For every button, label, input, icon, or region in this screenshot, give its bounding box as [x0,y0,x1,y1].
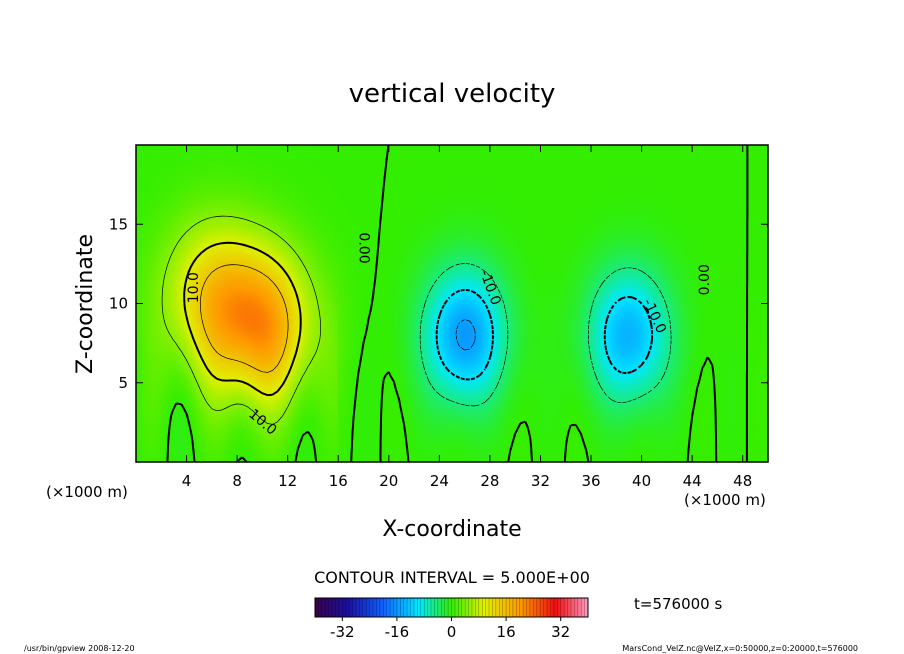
plot-area: 10.010.00.00-10.0-10.00.00 [135,144,769,463]
x-tick-label: 32 [531,472,550,490]
footer-right: MarsCond_VelZ.nc@VelZ,x=0:50000,z=0:2000… [622,644,858,653]
y-tick-label: 5 [118,374,128,392]
x-tick-label: 48 [733,472,752,490]
contour-line [455,319,476,351]
y-axis-label: Z-coordinate [73,234,98,374]
contour-line [161,215,321,425]
x-tick-label: 24 [430,472,449,490]
x-tick-label: 28 [480,472,499,490]
contour-line [199,264,289,373]
colorbar-tick-label: -32 [330,623,355,641]
x-axis-ticks: 4 8 12 16 20 24 28 32 36 40 44 48 [182,145,752,490]
contour-label: 0.00 [356,232,372,263]
contour-interval: CONTOUR INTERVAL = 5.000E+00 [314,568,590,587]
colorbar-tick-label: 32 [551,623,570,641]
contour-line [183,241,302,397]
x-tick-label: 36 [581,472,600,490]
time-label: t=576000 s [634,595,722,613]
contour-line [419,263,672,407]
x-axis-label: X-coordinate [382,517,521,542]
x-tick-label: 40 [632,472,651,490]
contour-line [166,144,749,463]
x-tick-label: 44 [683,472,702,490]
x-tick-label: 16 [329,472,348,490]
contour-label: 10.0 [186,272,202,303]
colorbar-ticks: -32 -16 0 16 32 [330,617,570,641]
y-axis-ticks: 5 10 15 [109,215,768,392]
colorbar: -32 -16 0 16 32 [314,597,589,641]
contour-line [435,288,654,381]
colorbar-tick-label: 0 [447,623,457,641]
x-tick-label: 8 [232,472,242,490]
contour-lines [161,144,749,463]
x-unit-right: (×1000 m) [684,491,766,509]
colorbar-stripes [318,598,585,617]
heatmap-field [136,145,768,462]
y-tick-label: 10 [109,295,128,313]
x-tick-label: 12 [278,472,297,490]
colorbar-tick-label: 16 [497,623,516,641]
contour-label: 0.00 [697,264,713,295]
x-tick-label: 4 [182,472,192,490]
chart-title: vertical velocity [349,79,556,109]
y-tick-label: 15 [109,215,128,233]
colorbar-tick-label: -16 [385,623,410,641]
x-unit-left: (×1000 m) [46,483,128,501]
footer-left: /usr/bin/gpview 2008-12-20 [24,644,135,653]
x-tick-label: 20 [379,472,398,490]
